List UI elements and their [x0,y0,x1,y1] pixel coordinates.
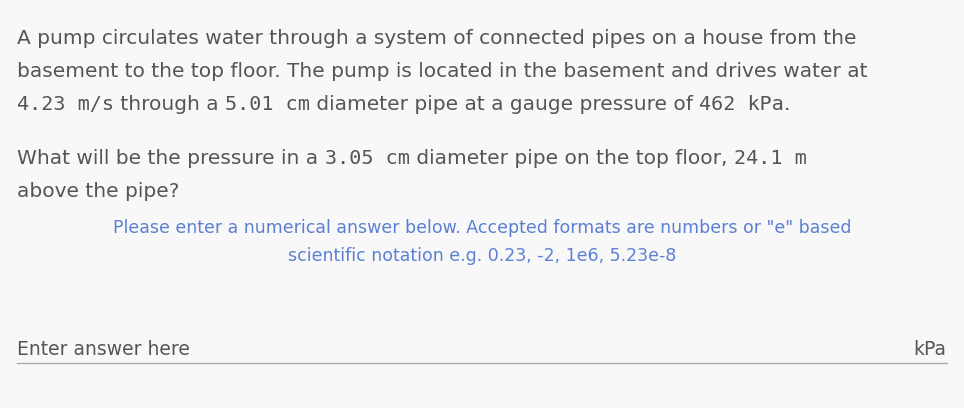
Text: Enter answer here: Enter answer here [17,340,190,359]
Text: diameter pipe at a gauge pressure of: diameter pipe at a gauge pressure of [310,95,700,115]
Text: .: . [785,95,790,115]
Text: 5.01 cm: 5.01 cm [226,95,310,115]
Text: 4.23 m/s: 4.23 m/s [17,95,115,115]
Text: basement to the top floor. The pump is located in the basement and drives water : basement to the top floor. The pump is l… [17,62,868,81]
Text: scientific notation e.g. 0.23, -2, 1e6, 5.23e-8: scientific notation e.g. 0.23, -2, 1e6, … [288,247,676,265]
Text: above the pipe?: above the pipe? [17,182,179,201]
Text: What will be the pressure in a: What will be the pressure in a [17,149,325,168]
Text: through a: through a [115,95,226,115]
Text: 3.05 cm: 3.05 cm [325,149,410,168]
Text: 24.1 m: 24.1 m [734,149,806,168]
Text: A pump circulates water through a system of connected pipes on a house from the: A pump circulates water through a system… [17,29,857,48]
Text: 462 kPa: 462 kPa [700,95,785,115]
Text: kPa: kPa [914,340,947,359]
Text: diameter pipe on the top floor,: diameter pipe on the top floor, [410,149,734,168]
Text: Please enter a numerical answer below. Accepted formats are numbers or "e" based: Please enter a numerical answer below. A… [113,219,851,237]
